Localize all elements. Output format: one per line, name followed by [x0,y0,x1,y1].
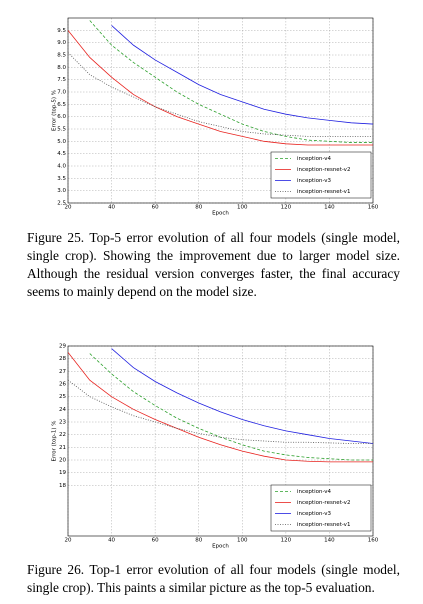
series-line [111,25,373,125]
y-tick-label: 9.0 [57,40,66,46]
x-tick-label: 60 [152,205,159,211]
caption: Figure 26. Top-1 error evolution of all … [27,562,400,595]
y-tick-label: 4.0 [57,164,66,170]
caption: Figure 25. Top-5 error evolution of all … [27,230,400,299]
y-tick-label: 7.0 [57,90,66,96]
x-axis-label: Epoch [212,211,229,217]
series-line [111,348,373,444]
y-tick-label: 3.0 [57,188,66,194]
y-tick-label: 8.5 [57,53,66,59]
x-tick-label: 120 [281,538,292,544]
y-tick-label: 5.5 [57,127,66,133]
y-tick-label: 27 [59,369,66,375]
x-tick-label: 40 [108,205,115,211]
y-tick-label: 23 [59,420,66,426]
y-axis-label: Error (top-5) % [52,90,58,131]
x-tick-label: 80 [195,205,202,211]
legend-box [270,484,372,532]
y-tick-label: 22 [59,432,66,438]
x-tick-label: 120 [281,205,292,211]
y-tick-label: 8.0 [57,65,66,71]
legend-label: inception-v4 [297,156,332,162]
y-axis-label: Error (top-1) % [52,421,58,462]
x-tick-label: 20 [65,538,72,544]
x-tick-label: 160 [368,538,379,544]
x-tick-label: 20 [65,205,72,211]
plot-frame [67,345,374,537]
x-tick-label: 100 [237,205,248,211]
y-tick-label: 4.5 [57,151,66,157]
legend-label: inception-v3 [297,178,332,184]
series-line [68,352,373,463]
legend-label: inception-v3 [297,511,332,517]
series-line [68,30,373,146]
y-tick-label: 25 [59,394,66,400]
x-axis-label: Epoch [212,544,229,550]
x-tick-label: 160 [368,205,379,211]
x-tick-label: 40 [108,538,115,544]
legend-label: inception-v4 [297,489,332,495]
legend-label: inception-resnet-v2 [297,500,350,506]
y-tick-label: 20 [59,458,66,464]
legend-label: inception-resnet-v1 [297,189,350,195]
legend-label: inception-resnet-v2 [297,167,350,173]
series-line [89,20,373,143]
y-tick-label: 26 [59,382,66,388]
legend-label: inception-resnet-v1 [297,522,350,528]
x-tick-label: 80 [195,538,202,544]
y-tick-label: 28 [59,356,66,362]
y-tick-label: 5.0 [57,139,66,145]
x-tick-label: 140 [324,538,335,544]
x-tick-label: 100 [237,538,248,544]
y-tick-label: 18 [59,483,66,489]
plot-frame [67,17,374,204]
y-tick-label: 6.0 [57,114,66,120]
x-tick-label: 140 [324,205,335,211]
y-tick-label: 29 [59,344,66,350]
y-tick-label: 3.5 [57,176,66,182]
chart: 20 40 60 80 100 120 140 160 18 19 20 21 22 23 24 25 26 27… [52,344,379,550]
y-tick-label: 7.5 [57,77,66,83]
y-tick-label: 9.5 [57,28,66,34]
legend-box [270,151,372,199]
chart: 20 40 60 80 100 120 140 160 2.5 3.0 3.5 4.0 4.5 5.0 5.… [52,17,379,217]
y-tick-label: 21 [59,445,66,451]
x-tick-label: 60 [152,538,159,544]
y-tick-label: 2.5 [57,201,66,207]
y-tick-label: 19 [59,470,66,476]
y-tick-label: 24 [59,407,66,413]
series-line [89,353,373,461]
y-tick-label: 6.5 [57,102,66,108]
